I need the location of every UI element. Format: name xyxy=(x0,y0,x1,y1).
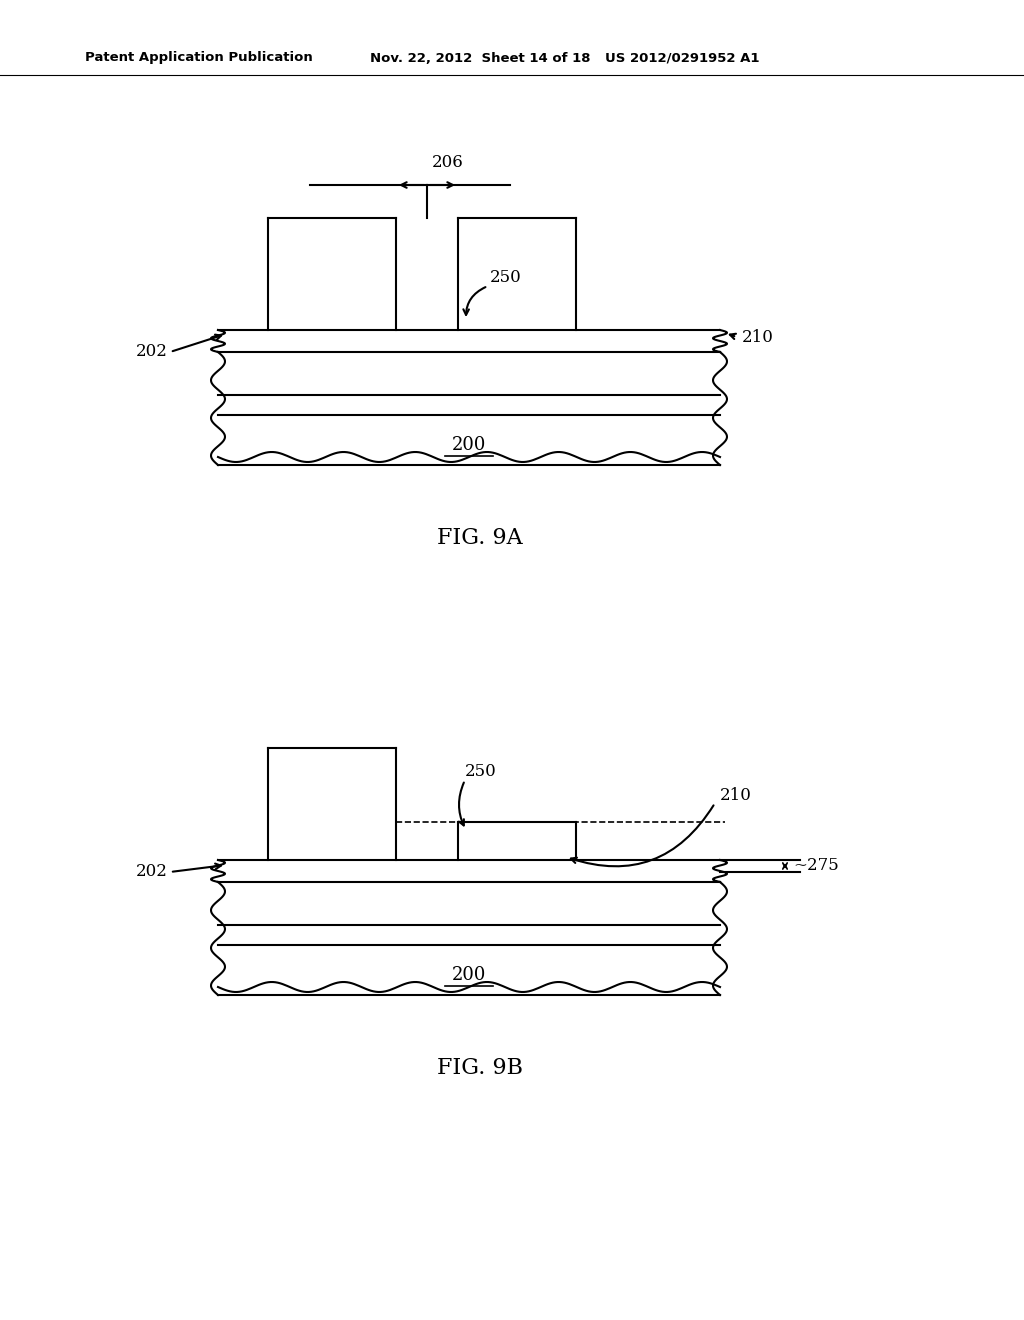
Text: 200: 200 xyxy=(452,436,486,454)
Text: 250: 250 xyxy=(490,269,522,286)
Text: Nov. 22, 2012  Sheet 14 of 18: Nov. 22, 2012 Sheet 14 of 18 xyxy=(370,51,591,65)
Text: 202: 202 xyxy=(136,863,168,880)
Text: FIG. 9B: FIG. 9B xyxy=(437,1057,523,1078)
Text: FIG. 9A: FIG. 9A xyxy=(437,527,523,549)
Text: Patent Application Publication: Patent Application Publication xyxy=(85,51,312,65)
Text: 250: 250 xyxy=(465,763,497,780)
Text: 200: 200 xyxy=(452,966,486,983)
Text: US 2012/0291952 A1: US 2012/0291952 A1 xyxy=(605,51,760,65)
Text: 210: 210 xyxy=(720,787,752,804)
Text: 210: 210 xyxy=(742,329,774,346)
Text: 202: 202 xyxy=(136,343,168,360)
Text: ~275: ~275 xyxy=(793,858,839,874)
Text: 206: 206 xyxy=(432,154,464,172)
